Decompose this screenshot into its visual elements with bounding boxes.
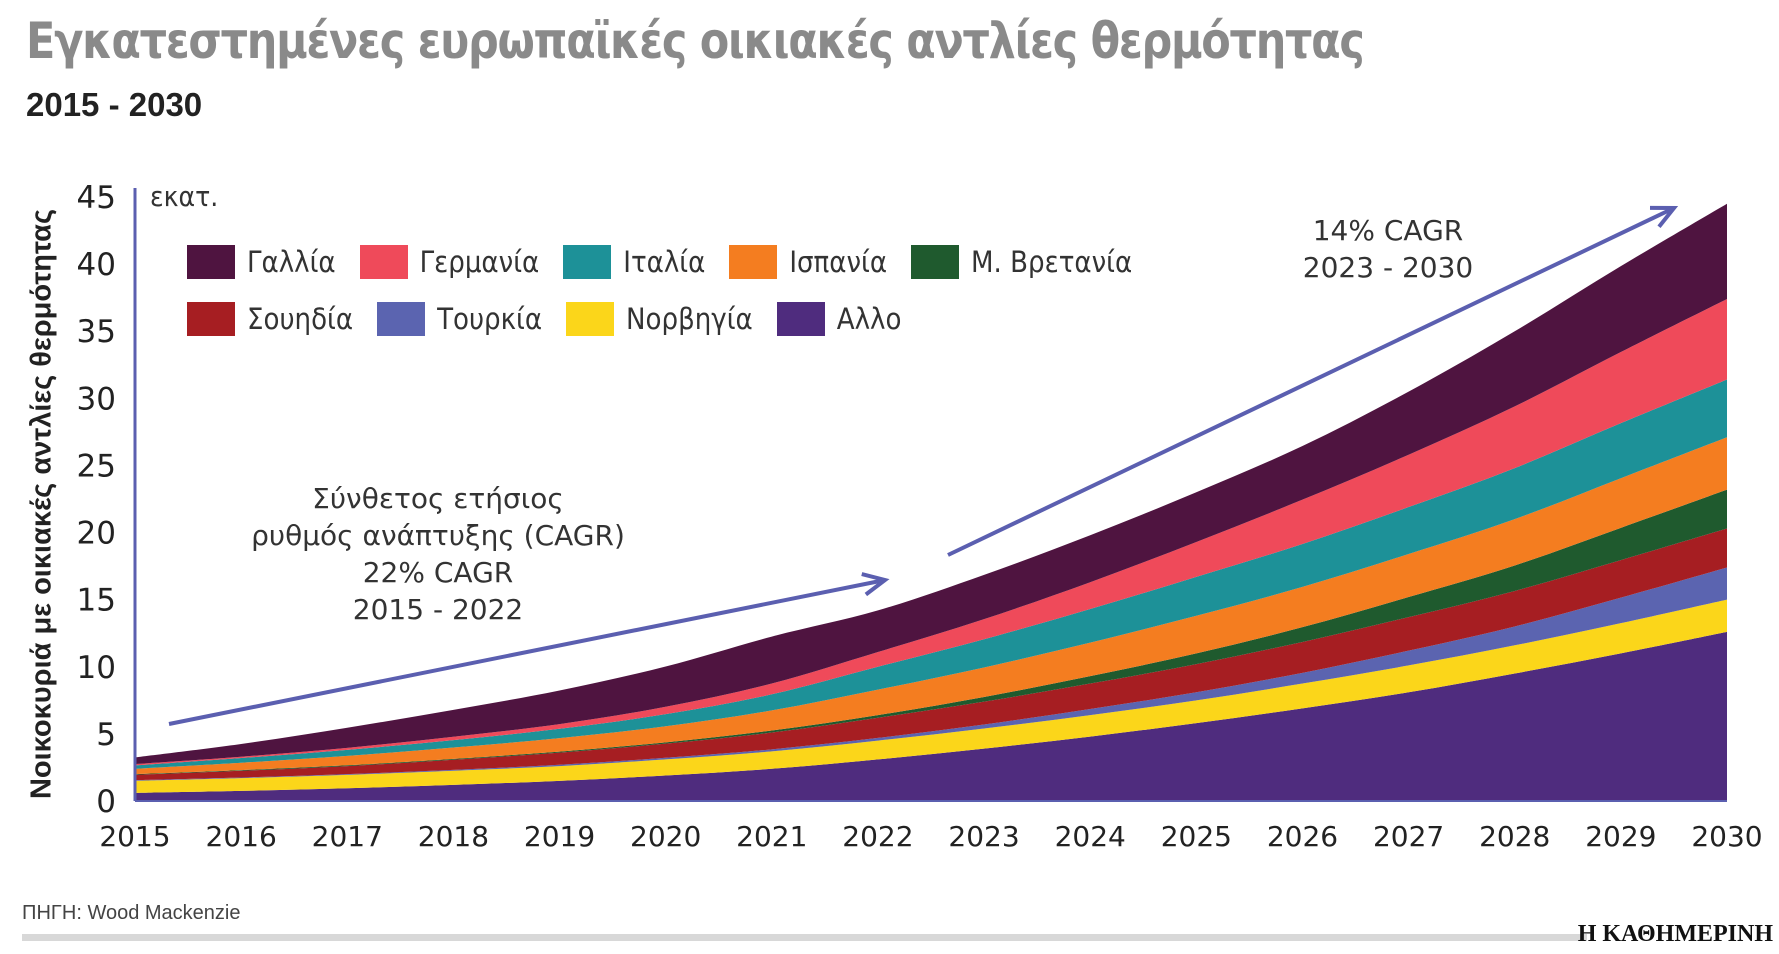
annotation-line: ρυθμός ανάπτυξης (CAGR) <box>251 519 625 552</box>
y-tick-label: 40 <box>77 247 116 283</box>
trend-arrow-2023-2030-head <box>1649 205 1679 228</box>
y-tick-label: 10 <box>77 650 116 686</box>
y-tick-label: 20 <box>77 516 116 552</box>
legend-swatch <box>566 302 615 336</box>
x-tick-label: 2018 <box>418 820 489 853</box>
legend-row-1: Γαλλία Γερμανία Ιταλία Ισπανία Μ. Βρετανία <box>187 245 1156 279</box>
legend-item: Νορβηγία <box>566 302 753 336</box>
annotation-line: 22% CAGR <box>362 556 514 589</box>
y-tick-label: 5 <box>96 717 116 753</box>
annotation-line: 14% CAGR <box>1312 214 1464 247</box>
source-note: ΠΗΓΗ: Wood Mackenzie <box>22 902 241 924</box>
legend-swatch <box>359 245 408 279</box>
legend-item: Μ. Βρετανία <box>911 245 1132 279</box>
annotation-line: 2015 - 2022 <box>352 593 524 626</box>
x-tick-label: 2027 <box>1373 820 1444 853</box>
x-tick-label: 2022 <box>842 820 913 853</box>
chart-title: Εγκατεστημένες ευρωπαϊκές οικιακές αντλί… <box>26 12 1365 70</box>
x-tick-label: 2028 <box>1479 820 1550 853</box>
legend-swatch <box>776 302 825 336</box>
area-Σουηδία <box>135 528 1727 781</box>
legend-item: Γερμανία <box>359 245 540 279</box>
x-tick-label: 2021 <box>736 820 807 853</box>
legend-swatch <box>187 302 235 336</box>
annotation-line: Σύνθετος ετήσιος <box>312 482 564 515</box>
legend-item: Σουηδία <box>187 302 353 336</box>
annotation-line: 2023 - 2030 <box>1302 251 1474 284</box>
legend-swatch <box>187 245 235 279</box>
x-tick-label: 2030 <box>1691 820 1762 853</box>
y-tick-label: 45 <box>77 180 116 216</box>
y-tick-label: 35 <box>77 314 116 350</box>
x-tick-label: 2019 <box>524 820 595 853</box>
legend-label: Τουρκία <box>437 302 543 336</box>
legend-item: Αλλο <box>776 302 902 336</box>
x-tick-label: 2017 <box>312 820 383 853</box>
legend-item: Ισπανία <box>729 245 887 279</box>
chart-subtitle: 2015 - 2030 <box>26 86 203 123</box>
legend-label: Ισπανία <box>789 245 888 279</box>
x-tick-label: 2016 <box>206 820 277 853</box>
legend-swatch <box>729 245 778 279</box>
trend-arrow-2015-2022-head <box>861 572 890 597</box>
x-tick-label: 2026 <box>1267 820 1338 853</box>
legend-row-2: Σουηδία Τουρκία Νορβηγία Αλλο <box>187 302 925 336</box>
legend-label: Ιταλία <box>623 245 706 279</box>
legend-label: Αλλο <box>836 302 902 336</box>
annotation-cagr-2015-2022: Σύνθετος ετήσιος ρυθμός ανάπτυξης (CAGR)… <box>251 480 625 628</box>
y-tick-label: 30 <box>77 381 116 417</box>
legend-label: Νορβηγία <box>626 302 753 336</box>
legend-swatch <box>911 245 960 279</box>
x-tick-label: 2020 <box>630 820 701 853</box>
legend-item: Ιταλία <box>563 245 705 279</box>
legend-label: Γερμανία <box>419 245 540 279</box>
publisher-logo: Η ΚΑΘΗΜΕΡΙΝΗ <box>1577 921 1773 947</box>
annotation-cagr-2023-2030: 14% CAGR 2023 - 2030 <box>1303 212 1473 286</box>
trend-arrow-2015-2022 <box>168 578 886 726</box>
legend-swatch <box>377 302 426 336</box>
legend-label: Μ. Βρετανία <box>971 245 1133 279</box>
legend-item: Τουρκία <box>377 302 542 336</box>
y-tick-label: 15 <box>77 583 116 619</box>
x-tick-label: 2025 <box>1161 820 1232 853</box>
x-tick-label: 2024 <box>1055 820 1126 853</box>
y-tick-label: 25 <box>77 448 116 484</box>
x-tick-label: 2029 <box>1585 820 1656 853</box>
area-Αλλο <box>135 631 1727 801</box>
legend-item: Γαλλία <box>187 245 336 279</box>
y-axis-unit: εκατ. <box>150 180 219 213</box>
x-tick-label: 2015 <box>99 820 170 853</box>
legend-label: Γαλλία <box>247 245 336 279</box>
trend-arrow-2023-2030 <box>947 206 1675 557</box>
legend-swatch <box>563 245 612 279</box>
x-tick-label: 2023 <box>948 820 1019 853</box>
y-tick-label: 0 <box>96 784 116 820</box>
legend-label: Σουηδία <box>247 302 354 336</box>
footer-divider <box>22 934 1587 941</box>
